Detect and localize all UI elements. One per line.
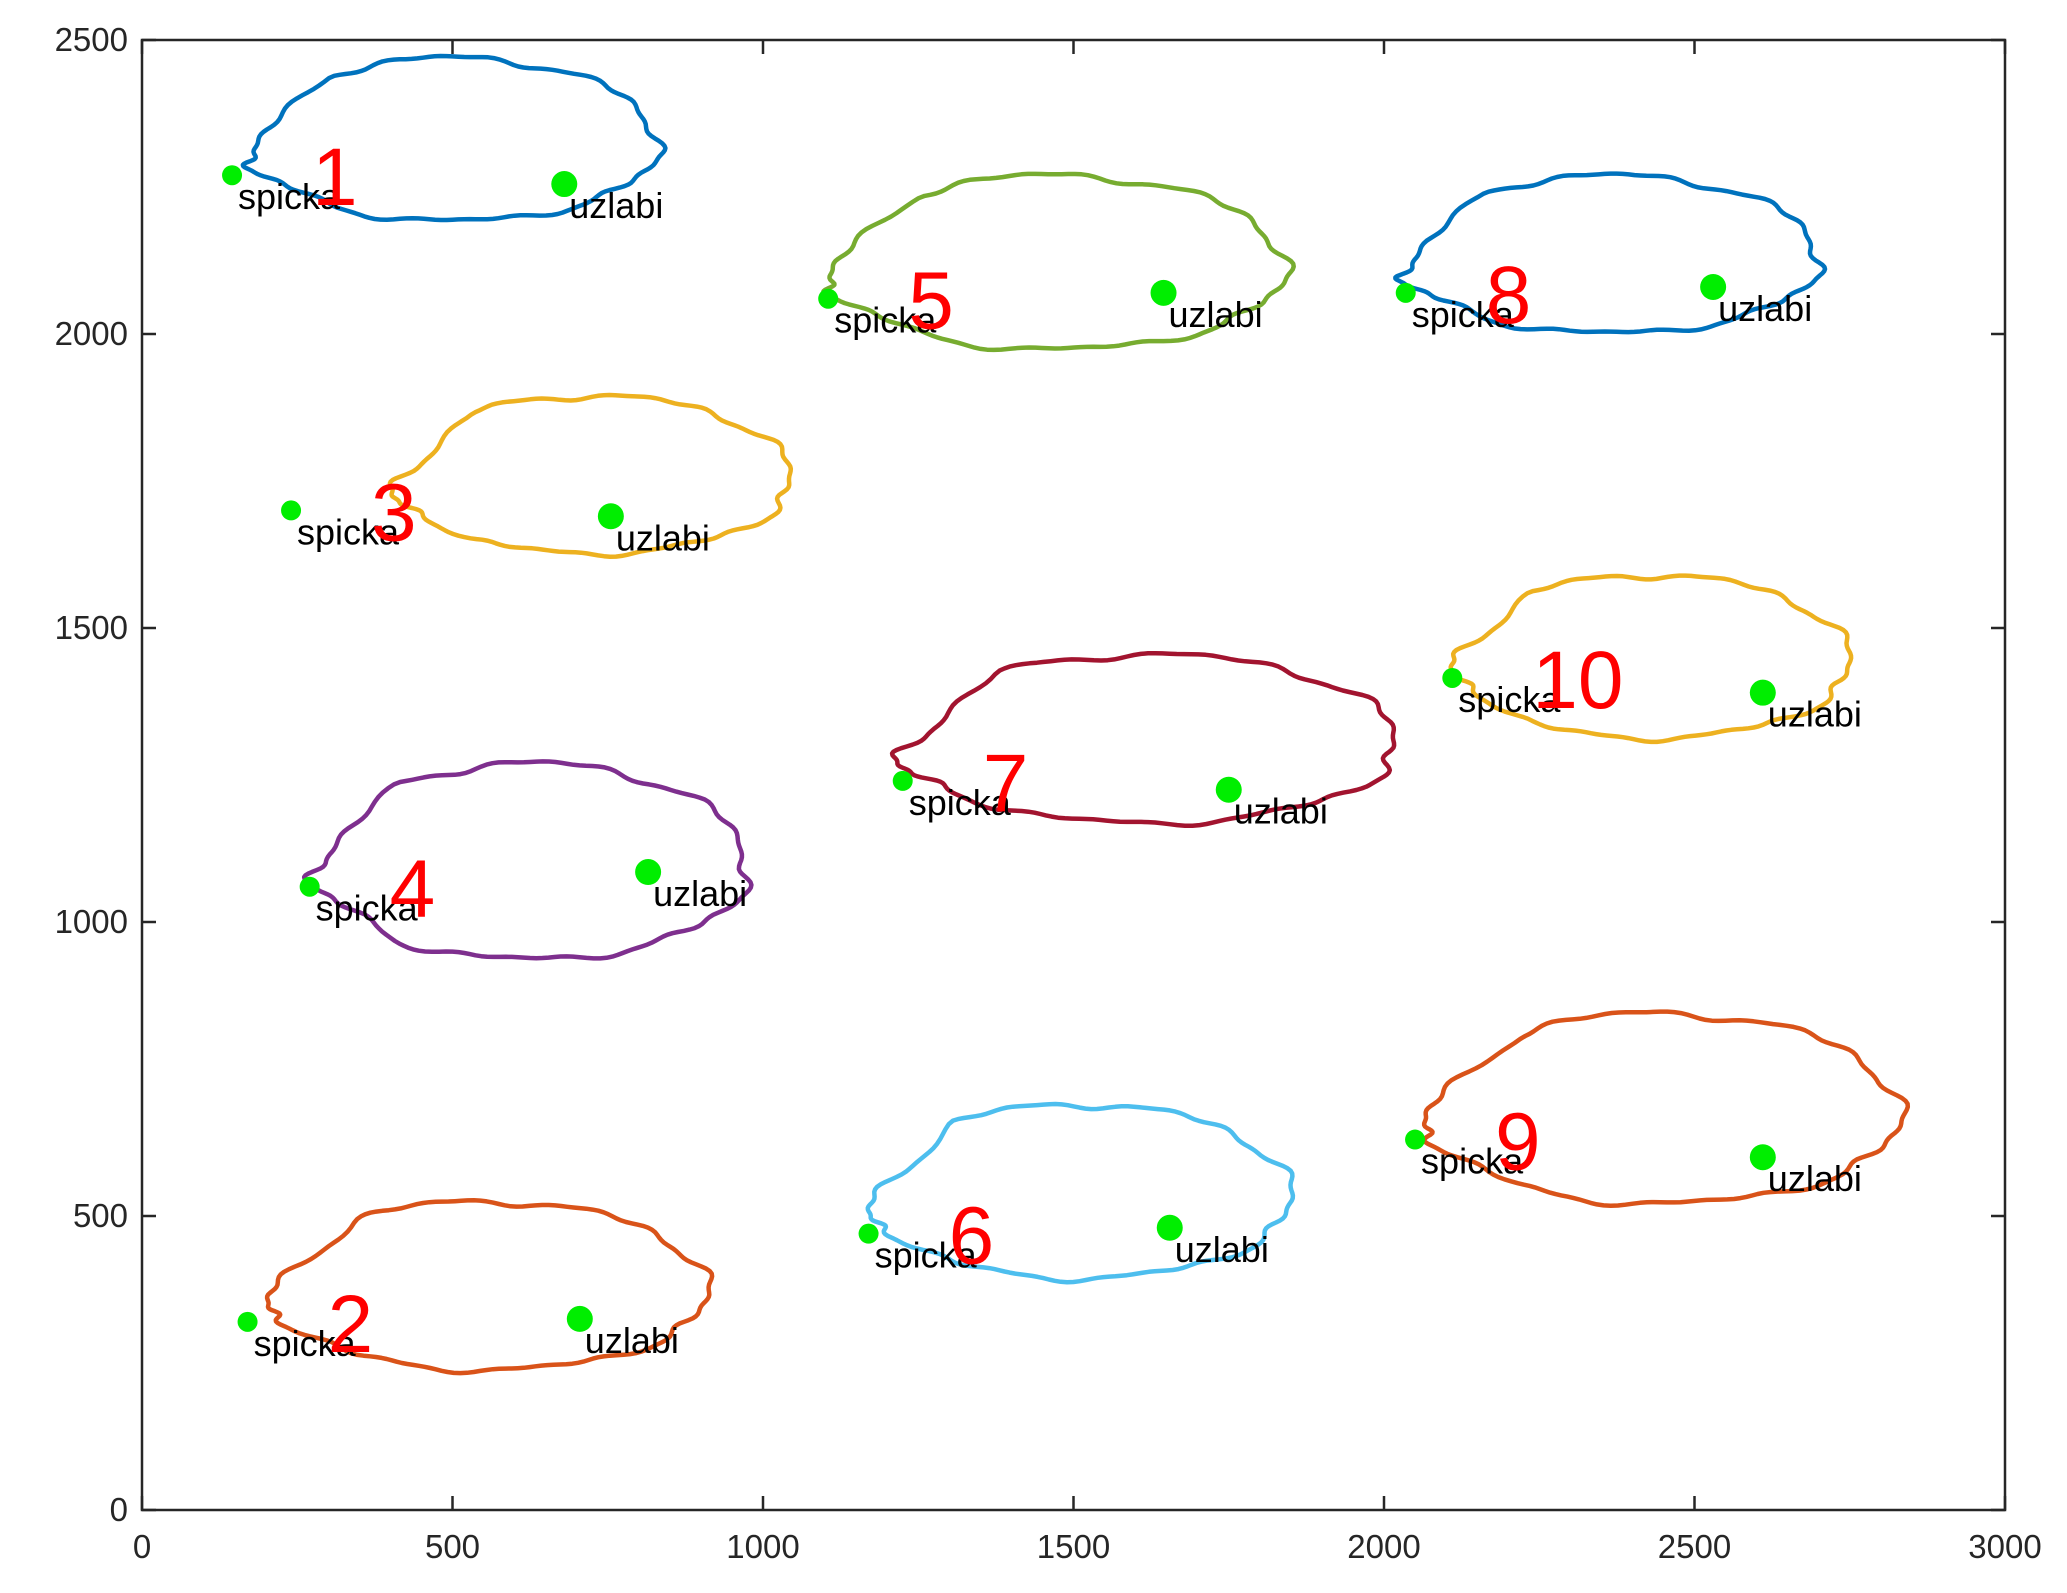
spicka-point-4 <box>299 876 320 897</box>
spicka-label: spicka <box>316 888 419 929</box>
axis-ticks: 0 500 1000 1500 2000 2500 3000 0 500 1000 1500 2000… <box>55 21 2042 1565</box>
uzlabi-label: uzlabi <box>1768 1158 1862 1199</box>
shape-number-7: 7 <box>983 738 1029 829</box>
uzlabi-label: uzlabi <box>616 517 710 558</box>
spicka-point-8 <box>1395 282 1416 303</box>
uzlabi-point-2 <box>566 1305 593 1332</box>
series-outline-9 <box>1421 1009 1911 1208</box>
spicka-point-5 <box>818 288 839 309</box>
series-outline-7 <box>889 650 1397 828</box>
uzlabi-label: uzlabi <box>1175 1229 1269 1270</box>
shape-number-10: 10 <box>1532 635 1623 726</box>
spicka-label: spicka <box>1412 294 1515 335</box>
uzlabi-point-9 <box>1749 1144 1776 1171</box>
series-outline-4 <box>301 759 754 961</box>
uzlabi-label: uzlabi <box>1768 694 1862 735</box>
x-tick-label: 2500 <box>1658 1528 1731 1565</box>
shape-number-4: 4 <box>390 844 436 935</box>
shape-number-9: 9 <box>1495 1097 1541 1188</box>
spicka-point-7 <box>892 770 913 791</box>
plot-area <box>140 38 2007 1512</box>
spicka-label: spicka <box>834 300 937 341</box>
series-outline-2 <box>264 1198 715 1376</box>
uzlabi-label: uzlabi <box>585 1320 679 1361</box>
spicka-label: spicka <box>254 1323 357 1364</box>
uzlabi-label: uzlabi <box>569 185 663 226</box>
uzlabi-label: uzlabi <box>653 873 747 914</box>
series-outline-1 <box>240 53 668 223</box>
series-outline-5 <box>821 171 1296 353</box>
uzlabi-point-3 <box>597 503 624 530</box>
x-tick-label: 3000 <box>1968 1528 2041 1565</box>
uzlabi-point-1 <box>551 171 578 198</box>
y-tick-label: 2000 <box>55 315 128 352</box>
x-tick-label: 0 <box>133 1528 151 1565</box>
spicka-point-10 <box>1442 667 1463 688</box>
uzlabi-label: uzlabi <box>1718 288 1812 329</box>
uzlabi-point-5 <box>1150 279 1177 306</box>
spicka-point-2 <box>237 1311 258 1332</box>
y-tick-label: 1000 <box>55 903 128 940</box>
x-tick-label: 1500 <box>1037 1528 1110 1565</box>
uzlabi-label: uzlabi <box>1234 791 1328 832</box>
y-tick-label: 0 <box>110 1491 128 1528</box>
uzlabi-point-8 <box>1700 273 1727 300</box>
spicka-point-6 <box>858 1223 879 1244</box>
x-tick-label: 1000 <box>726 1528 799 1565</box>
shape-number-8: 8 <box>1486 250 1532 341</box>
spicka-label: spicka <box>1458 679 1561 720</box>
uzlabi-point-4 <box>635 859 662 886</box>
series-layer <box>240 53 1911 1376</box>
uzlabi-point-7 <box>1215 776 1242 803</box>
spicka-point-9 <box>1405 1129 1426 1150</box>
spicka-label: spicka <box>875 1235 978 1276</box>
series-outline-3 <box>387 392 794 559</box>
uzlabi-point-6 <box>1156 1214 1183 1241</box>
spicka-point-3 <box>281 500 302 521</box>
shape-number-2: 2 <box>328 1279 374 1370</box>
uzlabi-label: uzlabi <box>1169 294 1263 335</box>
uzlabi-point-10 <box>1749 679 1776 706</box>
spicka-label: spicka <box>909 782 1012 823</box>
y-tick-label: 1500 <box>55 609 128 646</box>
x-tick-label: 2000 <box>1347 1528 1420 1565</box>
y-tick-label: 500 <box>73 1197 128 1234</box>
shape-number-5: 5 <box>908 256 954 347</box>
series-outline-6 <box>865 1101 1296 1285</box>
series-outline-8 <box>1393 171 1828 335</box>
spicka-label: spicka <box>297 511 400 552</box>
shape-number-3: 3 <box>371 467 417 558</box>
spicka-label: spicka <box>238 176 341 217</box>
shape-number-6: 6 <box>949 1191 995 1282</box>
spicka-label: spicka <box>1421 1141 1524 1182</box>
x-tick-label: 500 <box>425 1528 480 1565</box>
spicka-point-1 <box>222 165 243 186</box>
y-tick-label: 2500 <box>55 21 128 58</box>
shape-number-1: 1 <box>312 132 358 223</box>
